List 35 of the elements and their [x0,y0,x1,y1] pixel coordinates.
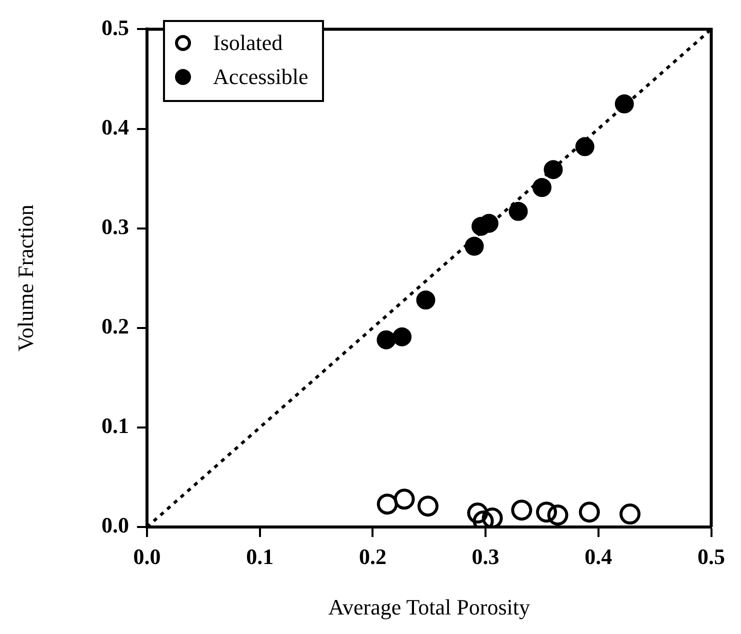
point [532,178,552,197]
x-tick-label: 0.1 [246,544,274,569]
x-tick-label: 0.4 [584,544,612,569]
x-tick-label: 0.5 [698,544,725,569]
point [575,137,594,156]
y-tick-label: 0.3 [102,214,129,240]
legend-label: Isolated [213,29,283,57]
y-tick-label: 0.0 [102,512,129,538]
x-axis-title: Average Total Porosity [328,594,530,620]
y-tick-label: 0.2 [102,314,129,339]
y-tick-label: 0.4 [102,114,129,140]
point [464,236,484,256]
x-tick-label: 0.3 [472,544,500,569]
point [376,330,396,350]
y-tick-label: 0.1 [102,413,129,438]
point [536,502,557,523]
point [417,496,438,517]
legend-label: Accessible [213,63,308,91]
x-tick-label: 0.2 [358,544,386,569]
y-axis-title: Volume Fraction [12,204,38,352]
x-tick-label: 0.0 [133,544,161,569]
point [416,290,436,310]
point [547,504,568,526]
point [511,500,532,521]
point [467,502,488,524]
point [620,504,640,525]
point [544,160,563,180]
y-tick-label: 0.5 [102,14,129,40]
point [578,502,600,523]
point [392,327,412,346]
point [614,94,634,114]
point [376,494,398,515]
point [508,202,528,221]
point [482,508,503,527]
point [394,488,415,510]
